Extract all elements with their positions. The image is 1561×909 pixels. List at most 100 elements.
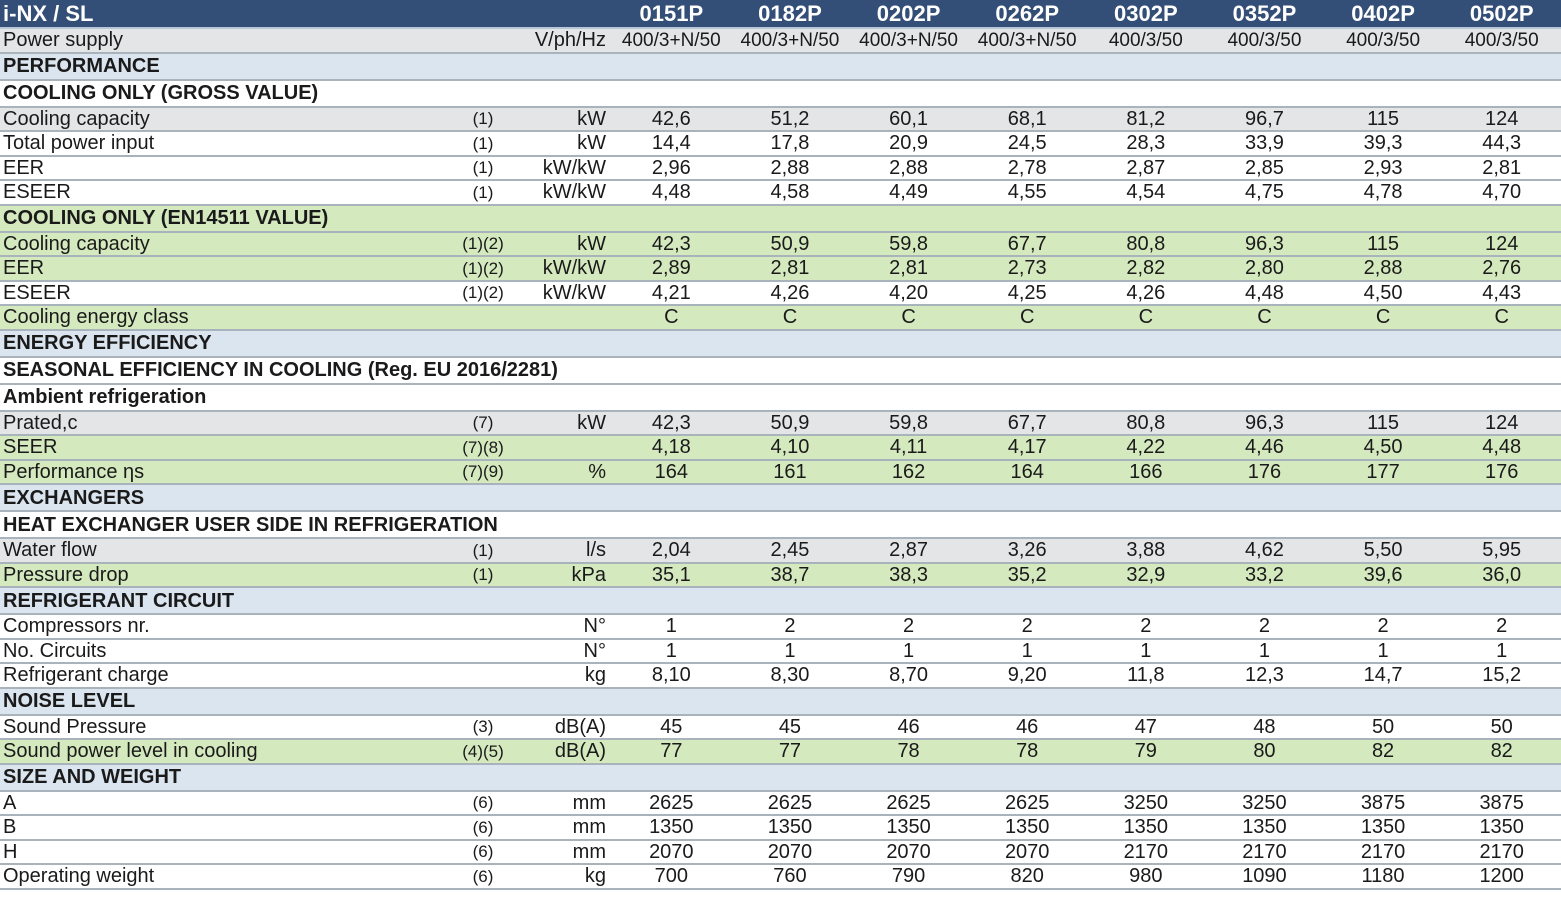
value-cell: 4,43 bbox=[1442, 280, 1561, 306]
table-row: SEER (7)(8) 4,18 4,10 4,11 4,17 4,22 4,46 4,50 4,… bbox=[0, 435, 1561, 461]
value-cell: 400/3/50 bbox=[1442, 28, 1561, 54]
value-cell: 1350 bbox=[1086, 815, 1206, 841]
row-note bbox=[436, 663, 530, 689]
value-cell: 46 bbox=[849, 714, 968, 740]
row-unit: kg bbox=[530, 864, 612, 890]
value-cell: 28,3 bbox=[1086, 131, 1206, 157]
value-cell: 4,75 bbox=[1205, 180, 1324, 206]
value-cell: 400/3+N/50 bbox=[612, 28, 731, 54]
value-cell: 2 bbox=[730, 614, 850, 640]
value-cell: C bbox=[849, 305, 968, 331]
section-row: PERFORMANCE bbox=[0, 52, 1561, 81]
value-cell: 4,21 bbox=[612, 280, 731, 306]
value-cell: 79 bbox=[1086, 739, 1206, 765]
row-note: (1) bbox=[436, 131, 530, 157]
value-cell: 2 bbox=[849, 614, 968, 640]
value-cell: 45 bbox=[730, 714, 850, 740]
subsection-row: SEASONAL EFFICIENCY IN COOLING (Reg. EU … bbox=[0, 356, 1561, 385]
value-cell: 96,7 bbox=[1205, 106, 1324, 132]
row-label: No. Circuits bbox=[0, 638, 436, 664]
row-note: (6) bbox=[436, 864, 530, 890]
value-cell: 2170 bbox=[1323, 839, 1443, 865]
value-cell: 96,3 bbox=[1205, 231, 1324, 257]
row-label: Cooling capacity bbox=[0, 231, 436, 257]
value-cell: 39,6 bbox=[1323, 562, 1443, 588]
row-label: EER bbox=[0, 256, 436, 282]
value-cell: 14,4 bbox=[612, 131, 731, 157]
value-cell: 400/3/50 bbox=[1323, 28, 1443, 54]
value-cell: 50,9 bbox=[730, 410, 850, 436]
row-unit: N° bbox=[530, 614, 612, 640]
value-cell: 2,87 bbox=[1086, 155, 1206, 181]
table-row: ESEER (1) kW/kW 4,48 4,58 4,49 4,55 4,54 4,75 4,7… bbox=[0, 180, 1561, 206]
value-cell: 1350 bbox=[612, 815, 731, 841]
value-cell: 42,3 bbox=[612, 410, 731, 436]
value-cell: 3,26 bbox=[967, 538, 1087, 564]
row-label: A bbox=[0, 790, 436, 816]
table-row: B (6) mm 1350 1350 1350 1350 1350 1350 1350 1350 bbox=[0, 815, 1561, 841]
value-cell: C bbox=[730, 305, 850, 331]
value-cell: 2,80 bbox=[1205, 256, 1324, 282]
section-row: EXCHANGERS bbox=[0, 484, 1561, 512]
value-cell: 400/3/50 bbox=[1205, 28, 1324, 54]
value-cell: 50,9 bbox=[730, 231, 850, 257]
table-row: EER (1)(2) kW/kW 2,89 2,81 2,81 2,73 2,82 2,80 2,… bbox=[0, 256, 1561, 282]
row-label: Performance ηs bbox=[0, 459, 436, 485]
model-header: 0182P bbox=[730, 0, 850, 29]
value-cell: 4,17 bbox=[967, 435, 1087, 461]
table-row: No. Circuits N° 1 1 1 1 1 1 1 1 bbox=[0, 638, 1561, 664]
row-label: Sound power level in cooling bbox=[0, 739, 436, 765]
value-cell: 4,48 bbox=[1442, 435, 1561, 461]
model-header: 0262P bbox=[967, 0, 1087, 29]
table-row: Sound power level in cooling (4)(5) dB(A) 7… bbox=[0, 739, 1561, 765]
value-cell: 2,81 bbox=[730, 256, 850, 282]
row-unit: kW bbox=[530, 131, 612, 157]
value-cell: 1 bbox=[612, 638, 731, 664]
value-cell: 2,73 bbox=[967, 256, 1087, 282]
row-note: (6) bbox=[436, 839, 530, 865]
value-cell: 2625 bbox=[612, 790, 731, 816]
value-cell: 1 bbox=[967, 638, 1087, 664]
value-cell: 44,3 bbox=[1442, 131, 1561, 157]
value-cell: 980 bbox=[1086, 864, 1206, 890]
value-cell: 35,2 bbox=[967, 562, 1087, 588]
row-note: (1) bbox=[436, 180, 530, 206]
row-label: EER bbox=[0, 155, 436, 181]
value-cell: 14,7 bbox=[1323, 663, 1443, 689]
value-cell: C bbox=[967, 305, 1087, 331]
value-cell: 67,7 bbox=[967, 410, 1087, 436]
model-header: 0151P bbox=[612, 0, 731, 29]
row-label: Cooling capacity bbox=[0, 106, 436, 132]
value-cell: 2,81 bbox=[849, 256, 968, 282]
value-cell: 2 bbox=[1205, 614, 1324, 640]
value-cell: 5,50 bbox=[1323, 538, 1443, 564]
value-cell: 1090 bbox=[1205, 864, 1324, 890]
value-cell: 2,93 bbox=[1323, 155, 1443, 181]
value-cell: 50 bbox=[1323, 714, 1443, 740]
row-unit: kW bbox=[530, 410, 612, 436]
value-cell: 2,81 bbox=[1442, 155, 1561, 181]
row-label: Sound Pressure bbox=[0, 714, 436, 740]
value-cell: 4,25 bbox=[967, 280, 1087, 306]
value-cell: 400/3+N/50 bbox=[967, 28, 1087, 54]
value-cell: 400/3+N/50 bbox=[849, 28, 968, 54]
value-cell: 2,04 bbox=[612, 538, 731, 564]
table-row: Total power input (1) kW 14,4 17,8 20,9 24,5 28… bbox=[0, 131, 1561, 157]
value-cell: 46 bbox=[967, 714, 1087, 740]
value-cell: 2,96 bbox=[612, 155, 731, 181]
row-label: Compressors nr. bbox=[0, 614, 436, 640]
subsection-row: COOLING ONLY (EN14511 VALUE) bbox=[0, 204, 1561, 233]
subsection-row: Ambient refrigeration bbox=[0, 383, 1561, 412]
value-cell: 8,30 bbox=[730, 663, 850, 689]
row-note bbox=[436, 614, 530, 640]
subsection-heading: HEAT EXCHANGER USER SIDE IN REFRIGERATIO… bbox=[0, 511, 1561, 539]
value-cell: 2 bbox=[967, 614, 1087, 640]
value-cell: 36,0 bbox=[1442, 562, 1561, 588]
model-header: 0352P bbox=[1205, 0, 1324, 29]
value-cell: 17,8 bbox=[730, 131, 850, 157]
value-cell: 2 bbox=[1323, 614, 1443, 640]
table-row: Sound Pressure (3) dB(A) 45 45 46 46 47 48 50 50 bbox=[0, 714, 1561, 740]
row-unit: kPa bbox=[530, 562, 612, 588]
row-note: (6) bbox=[436, 790, 530, 816]
table-row: Cooling capacity (1)(2) kW 42,3 50,9 59,8 67,7… bbox=[0, 231, 1561, 257]
